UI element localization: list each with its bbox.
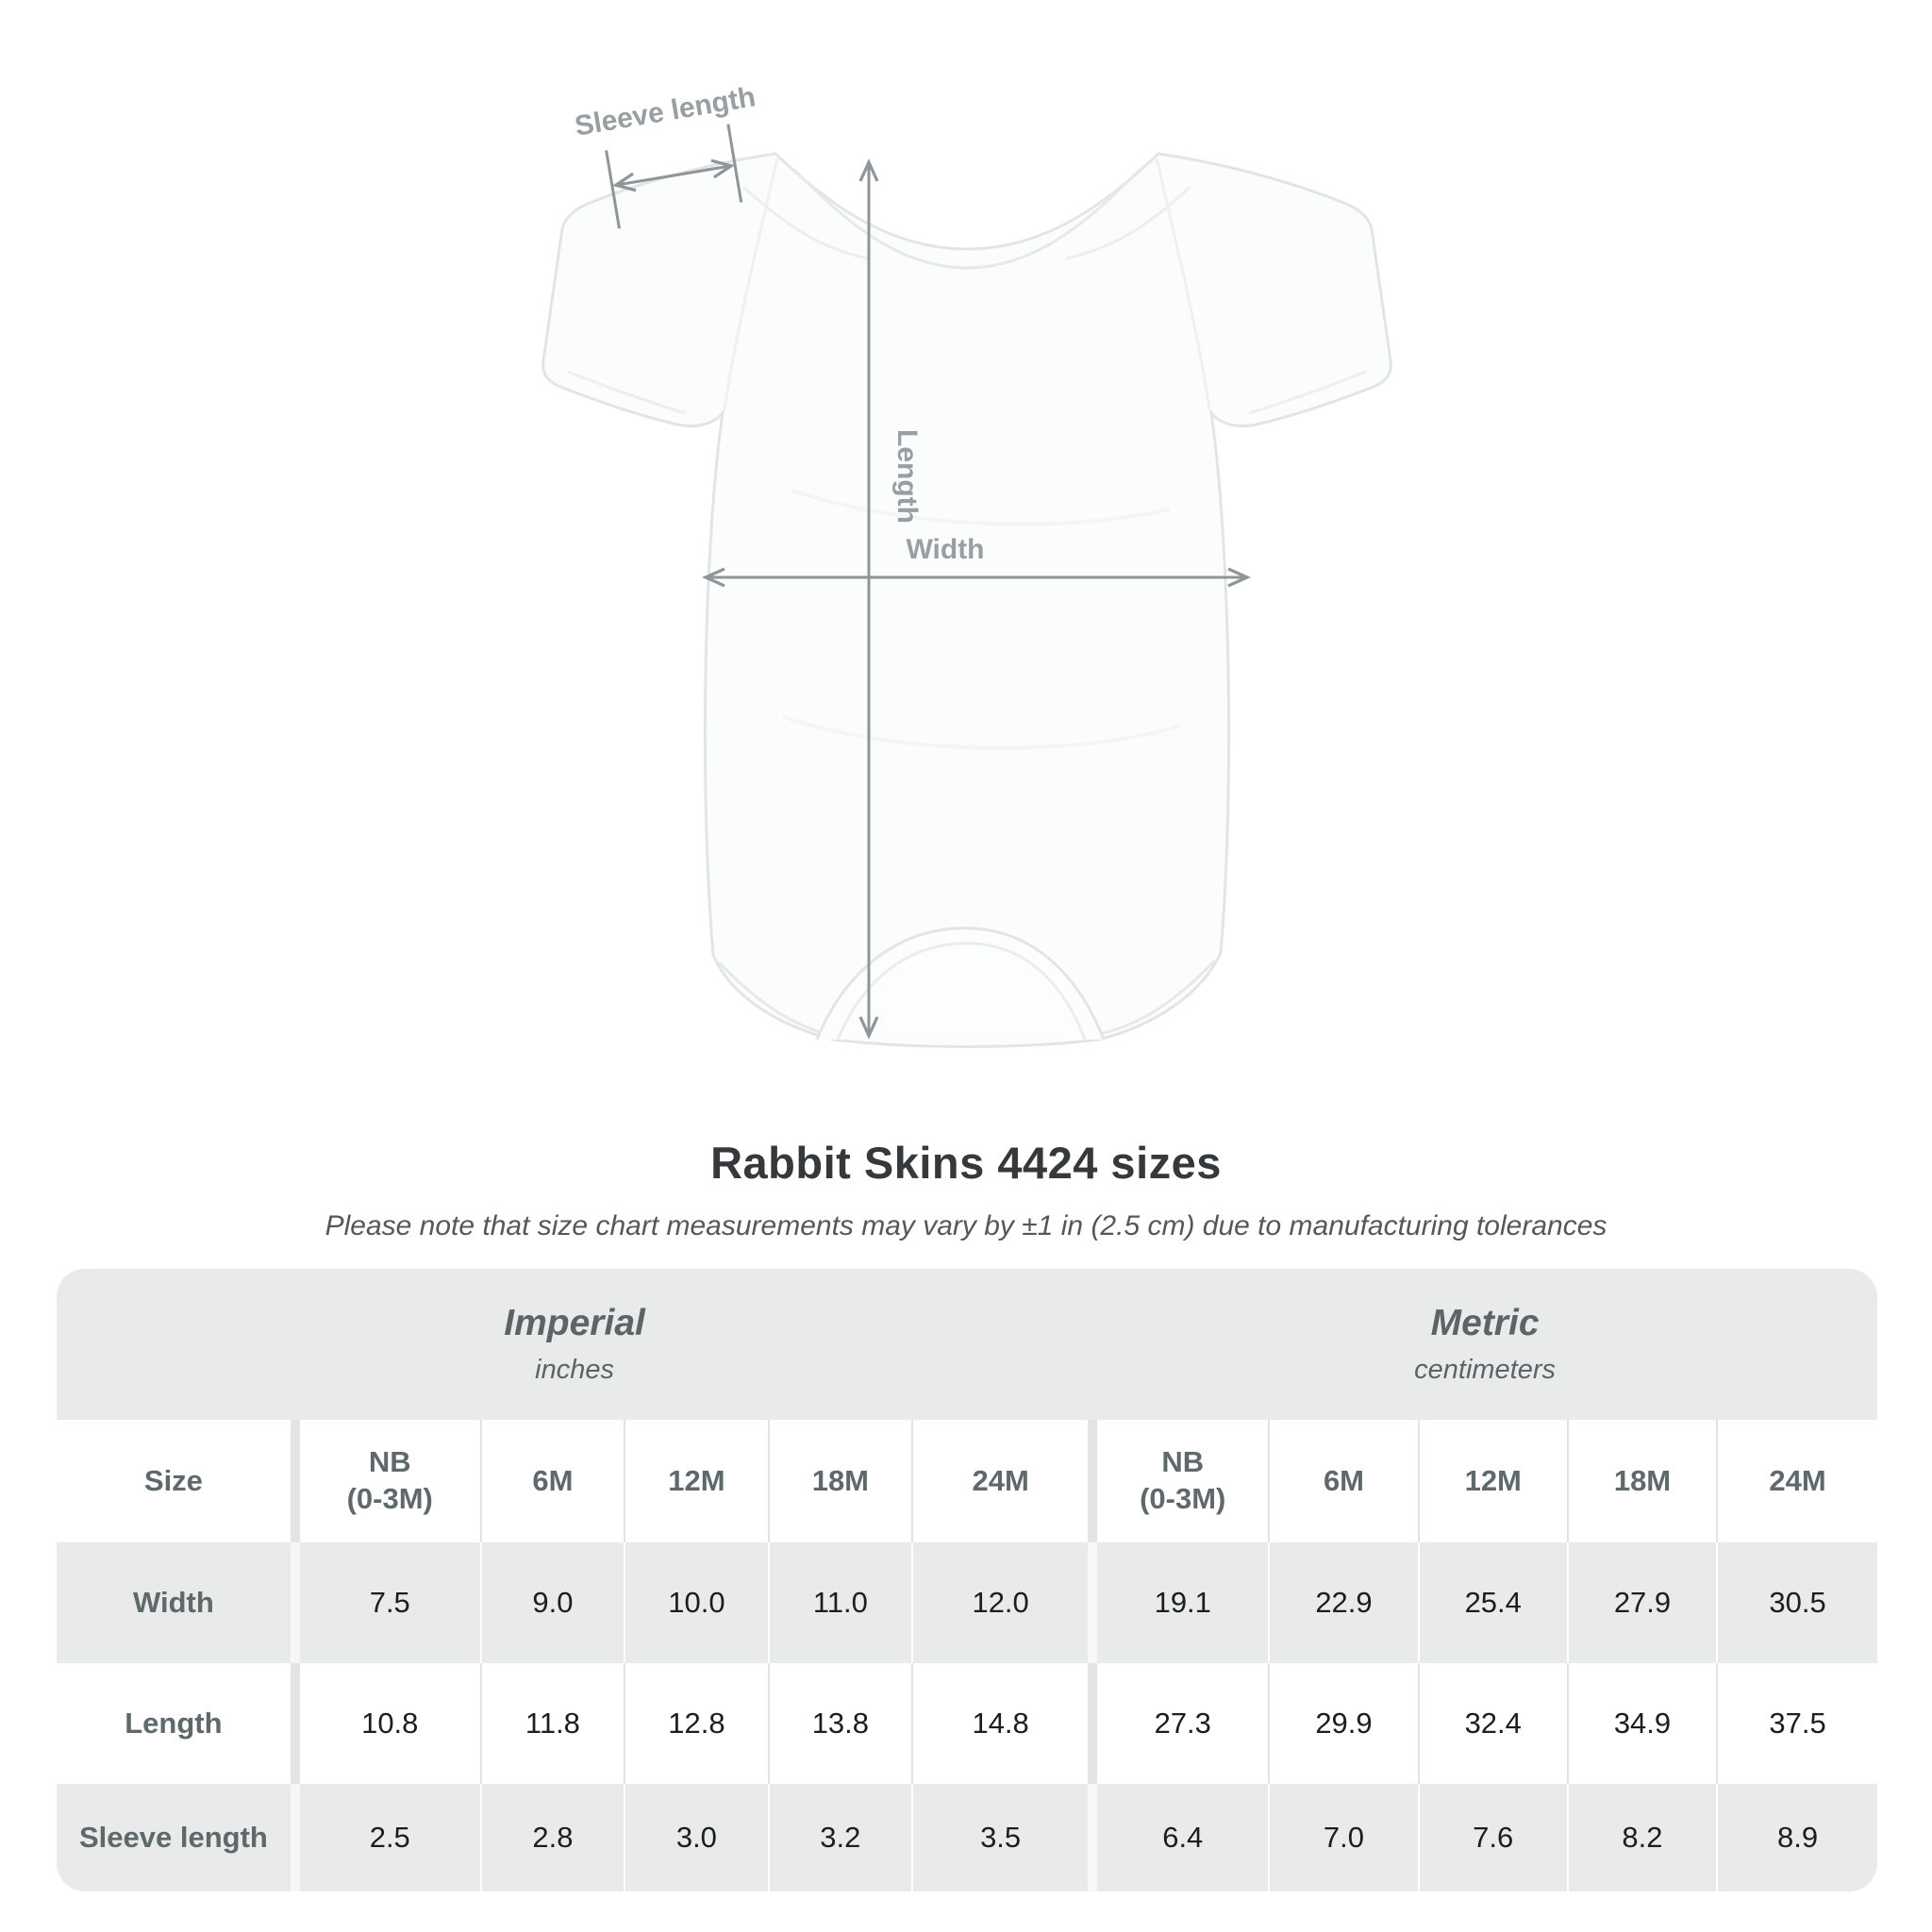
cell: 34.9 <box>1566 1663 1718 1784</box>
size-header: Size <box>143 1464 203 1497</box>
table-row-sleeve-length: Sleeve length 2.5 2.8 3.0 3.2 3.5 6.4 7.… <box>57 1784 1877 1891</box>
cell: 25.4 <box>1417 1542 1568 1663</box>
col-18m-metric: 18M <box>1566 1420 1718 1542</box>
cell: 8.9 <box>1716 1784 1877 1891</box>
cell: 12.0 <box>911 1542 1093 1663</box>
cell: 22.9 <box>1268 1542 1419 1663</box>
cell: 37.5 <box>1716 1663 1877 1784</box>
row-label-length: Length <box>125 1707 223 1740</box>
cell: 32.4 <box>1417 1663 1568 1784</box>
cell: 9.0 <box>479 1542 625 1663</box>
width-measure: Width <box>702 534 1251 588</box>
size-table: Imperial inches Metric centimeters Size … <box>57 1269 1877 1891</box>
col-nb-metric: NB (0-3M) <box>1088 1420 1270 1542</box>
cell: 8.2 <box>1566 1784 1718 1891</box>
metric-group-header: Metric centimeters <box>1092 1269 1877 1420</box>
cell: 11.0 <box>767 1542 913 1663</box>
cell: 10.0 <box>624 1542 769 1663</box>
length-label: Length <box>891 429 923 524</box>
cell: 3.2 <box>767 1784 913 1891</box>
cell: 19.1 <box>1088 1542 1270 1663</box>
cell: 27.9 <box>1566 1542 1718 1663</box>
size-table-container: Imperial inches Metric centimeters Size … <box>57 1269 1877 1891</box>
imperial-group-header: Imperial inches <box>57 1269 1093 1420</box>
col-12m-imperial: 12M <box>624 1420 769 1542</box>
cell: 2.5 <box>290 1784 481 1891</box>
unit-group-row: Imperial inches Metric centimeters <box>57 1269 1877 1420</box>
bodysuit-diagram: Sleeve length Length Width <box>541 81 1392 1048</box>
table-row-length: Length 10.8 11.8 12.8 13.8 14.8 27.3 29.… <box>57 1663 1877 1784</box>
col-18m-imperial: 18M <box>767 1420 913 1542</box>
cell: 3.0 <box>624 1784 769 1891</box>
length-measure: Length <box>858 158 923 1040</box>
cell: 7.0 <box>1268 1784 1419 1891</box>
bodysuit-illustration <box>541 152 1392 1048</box>
cell: 13.8 <box>767 1663 913 1784</box>
cell: 10.8 <box>290 1663 481 1784</box>
width-label: Width <box>906 534 984 565</box>
col-6m-metric: 6M <box>1268 1420 1419 1542</box>
col-24m-imperial: 24M <box>911 1420 1093 1542</box>
col-nb-imperial: NB (0-3M) <box>290 1420 481 1542</box>
cell: 29.9 <box>1268 1663 1419 1784</box>
size-header-row: Size NB (0-3M) 6M 12M 18M 24M NB (0-3M) … <box>57 1420 1877 1542</box>
col-6m-imperial: 6M <box>479 1420 625 1542</box>
col-12m-metric: 12M <box>1417 1420 1568 1542</box>
row-label-width: Width <box>133 1586 214 1619</box>
metric-sublabel: centimeters <box>1414 1354 1557 1385</box>
metric-label: Metric <box>1430 1303 1540 1344</box>
imperial-sublabel: inches <box>535 1354 614 1385</box>
cell: 11.8 <box>479 1663 625 1784</box>
page-subtitle: Please note that size chart measurements… <box>325 1210 1607 1241</box>
row-label-sleeve-length: Sleeve length <box>78 1821 268 1854</box>
col-24m-metric: 24M <box>1716 1420 1877 1542</box>
cell: 6.4 <box>1088 1784 1270 1891</box>
table-row-width: Width 7.5 9.0 10.0 11.0 12.0 19.1 22.9 2… <box>57 1542 1877 1663</box>
cell: 2.8 <box>479 1784 625 1891</box>
imperial-label: Imperial <box>504 1303 645 1344</box>
cell: 27.3 <box>1088 1663 1270 1784</box>
cell: 12.8 <box>624 1663 769 1784</box>
page-title: Rabbit Skins 4424 sizes <box>710 1138 1222 1188</box>
cell: 7.6 <box>1417 1784 1568 1891</box>
cell: 7.5 <box>290 1542 481 1663</box>
cell: 3.5 <box>911 1784 1093 1891</box>
cell: 14.8 <box>911 1663 1093 1784</box>
cell: 30.5 <box>1716 1542 1877 1663</box>
